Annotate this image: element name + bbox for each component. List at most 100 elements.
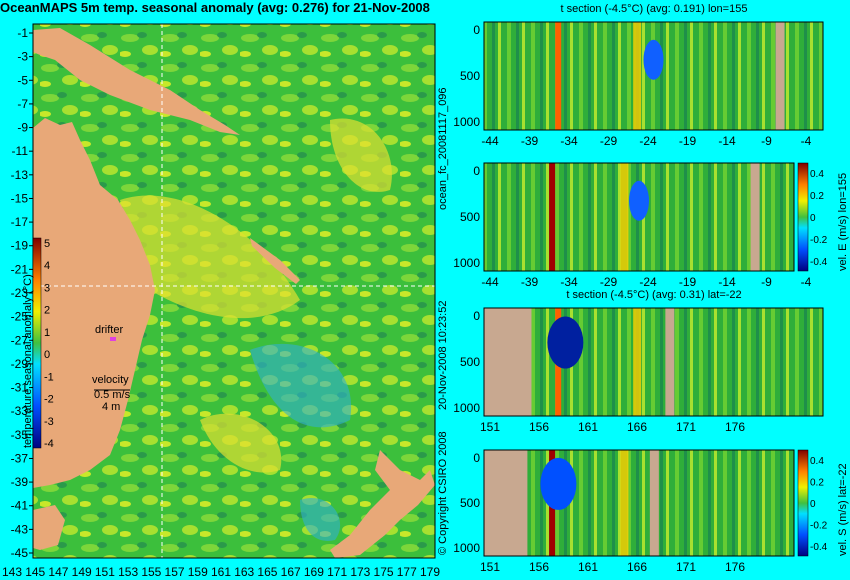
lon-tick-label: 171 (327, 565, 347, 579)
section-x-tick: -39 (521, 134, 539, 148)
section-frame (483, 307, 824, 417)
section-x-tick: -4 (801, 275, 812, 289)
lat-tick-label: -15 (11, 191, 29, 205)
forecast-id-label: ocean_fc_20081117_096 (437, 87, 449, 210)
section-warm-band (633, 22, 642, 130)
map-cool-patches (250, 343, 352, 541)
section-colorbar-tick: 0.2 (810, 191, 824, 202)
section-y-tick: 1000 (453, 115, 480, 129)
section-warm-band (620, 163, 629, 271)
section-x-tick: -4 (801, 134, 812, 148)
section-x-tick: 161 (578, 420, 598, 434)
lat-tick-label: -21 (11, 262, 29, 276)
lat-tick-label: -35 (11, 428, 29, 442)
lat-tick-label: -17 (11, 215, 29, 229)
land-australia (33, 118, 155, 488)
lat-tick-label: -39 (11, 475, 29, 489)
map-longitude-ticks: 143 145 147 149 151 153 155 157 159 161 163 165 167 1… (2, 565, 440, 579)
section-x-tick: 166 (627, 560, 647, 574)
section-colorbar-tick: 0.4 (810, 456, 824, 467)
map-colorbar-tick: 5 (44, 238, 50, 250)
section-land-mask (750, 163, 760, 271)
velocity-label: velocity (92, 374, 129, 386)
section-y-tick: 500 (460, 355, 480, 369)
map-colorbar (32, 237, 42, 449)
section-colorbar-label: vel. S (m/s) lat=-22 (837, 463, 849, 556)
lon-tick-label: 169 (304, 565, 324, 579)
section-panel-3: t section (-4.5°C) (avg: 0.31) lat=-22 0 5… (453, 289, 824, 434)
section-x-tick: -34 (560, 134, 578, 148)
lat-tick-label: -23 (11, 286, 29, 300)
section-colorbar-tick: 0 (810, 213, 816, 224)
lon-tick-label: 147 (48, 565, 68, 579)
lon-tick-label: 143 (2, 565, 22, 579)
drifter-marker (110, 337, 116, 341)
section-x-tick: -44 (481, 134, 499, 148)
lon-tick-label: 149 (72, 565, 92, 579)
map-colorbar-ticks: 5 4 3 2 1 0 -1 -2 -3 -4 (44, 238, 54, 450)
section-warm-band (549, 163, 556, 271)
section-y-tick: 1000 (453, 541, 480, 555)
section-frame (483, 449, 795, 557)
lat-tick-label: -33 (11, 404, 29, 418)
section-colorbar (797, 449, 809, 557)
lon-tick-label: 175 (374, 565, 394, 579)
map-colorbar-label: temperature seasonal anomaly (°C) (22, 274, 34, 448)
map-colorbar-tick: 1 (44, 327, 50, 339)
map-title: OceanMAPS 5m temp. seasonal anomaly (avg… (0, 0, 430, 15)
lat-tick-label: -11 (12, 144, 29, 158)
map-colorbar-tick: -4 (44, 438, 54, 450)
section-x-tick: 176 (725, 420, 745, 434)
section-y-tick: 1000 (453, 401, 480, 415)
map-colorbar-tick: -2 (44, 394, 54, 406)
map-latitude-ticks: -1 -3 -5 -7 -9 -11 -13 -15 -17 -19 -21 -23 -25 -27 -29… (11, 26, 33, 560)
lon-tick-label: 173 (350, 565, 370, 579)
lat-tick-label: -1 (17, 26, 28, 40)
section-x-tick: 171 (676, 560, 696, 574)
lon-tick-label: 165 (257, 565, 277, 579)
section-heatmap (484, 308, 823, 416)
lat-tick-label: -27 (11, 333, 29, 347)
section-colorbar-tick: 0.2 (810, 478, 824, 489)
lon-tick-label: 159 (188, 565, 208, 579)
section-x-tick: 151 (480, 560, 500, 574)
section-colorbar-tick: 0.4 (810, 169, 824, 180)
lat-tick-label: -9 (17, 121, 28, 135)
lon-tick-label: 145 (25, 565, 45, 579)
lat-tick-label: -29 (11, 357, 29, 371)
section-x-tick: -29 (600, 275, 618, 289)
section-y-tick: 0 (473, 23, 480, 37)
section-x-tick: -14 (718, 275, 736, 289)
map-colorbar-tick: -1 (44, 371, 54, 383)
land-new-caledonia (250, 238, 300, 284)
section-colorbar (797, 162, 809, 272)
drifter-label: drifter (95, 324, 123, 336)
lat-tick-label: -25 (11, 310, 29, 324)
section-warm-band (620, 450, 629, 556)
lon-tick-label: 153 (118, 565, 138, 579)
lat-tick-label: -13 (11, 168, 29, 182)
section-colorbar-tick: -0.4 (810, 542, 828, 553)
section-x-tick: 151 (480, 420, 500, 434)
section-x-tick: 156 (529, 560, 549, 574)
map-colorbar-tick: 0 (44, 349, 50, 361)
section-x-tick: -24 (639, 275, 657, 289)
section-cold-core (643, 39, 664, 80)
section-colorbar-tick: -0.4 (810, 257, 828, 268)
lon-tick-label: 179 (420, 565, 440, 579)
section-colorbar-label: vel. E (m/s) lon=155 (837, 173, 849, 271)
lon-tick-label: 155 (141, 565, 161, 579)
lat-tick-label: -41 (11, 499, 29, 513)
section-panel-2: 0 500 1000-44 -39 -34 -29 -24 -19 -14 -9 -4 0.4 0.2 0… (453, 162, 849, 289)
section-land-mask (484, 308, 532, 416)
section-x-tick: -44 (481, 275, 499, 289)
section-land-mask (649, 450, 659, 556)
section-x-tick: 176 (725, 560, 745, 574)
section-heatmap (484, 450, 794, 556)
lat-tick-label: -5 (17, 73, 28, 87)
section-x-tick: -14 (718, 134, 736, 148)
lat-tick-label: -37 (11, 451, 29, 465)
section-x-tick: -9 (761, 275, 772, 289)
section-colorbar-tick: -0.2 (810, 521, 828, 532)
